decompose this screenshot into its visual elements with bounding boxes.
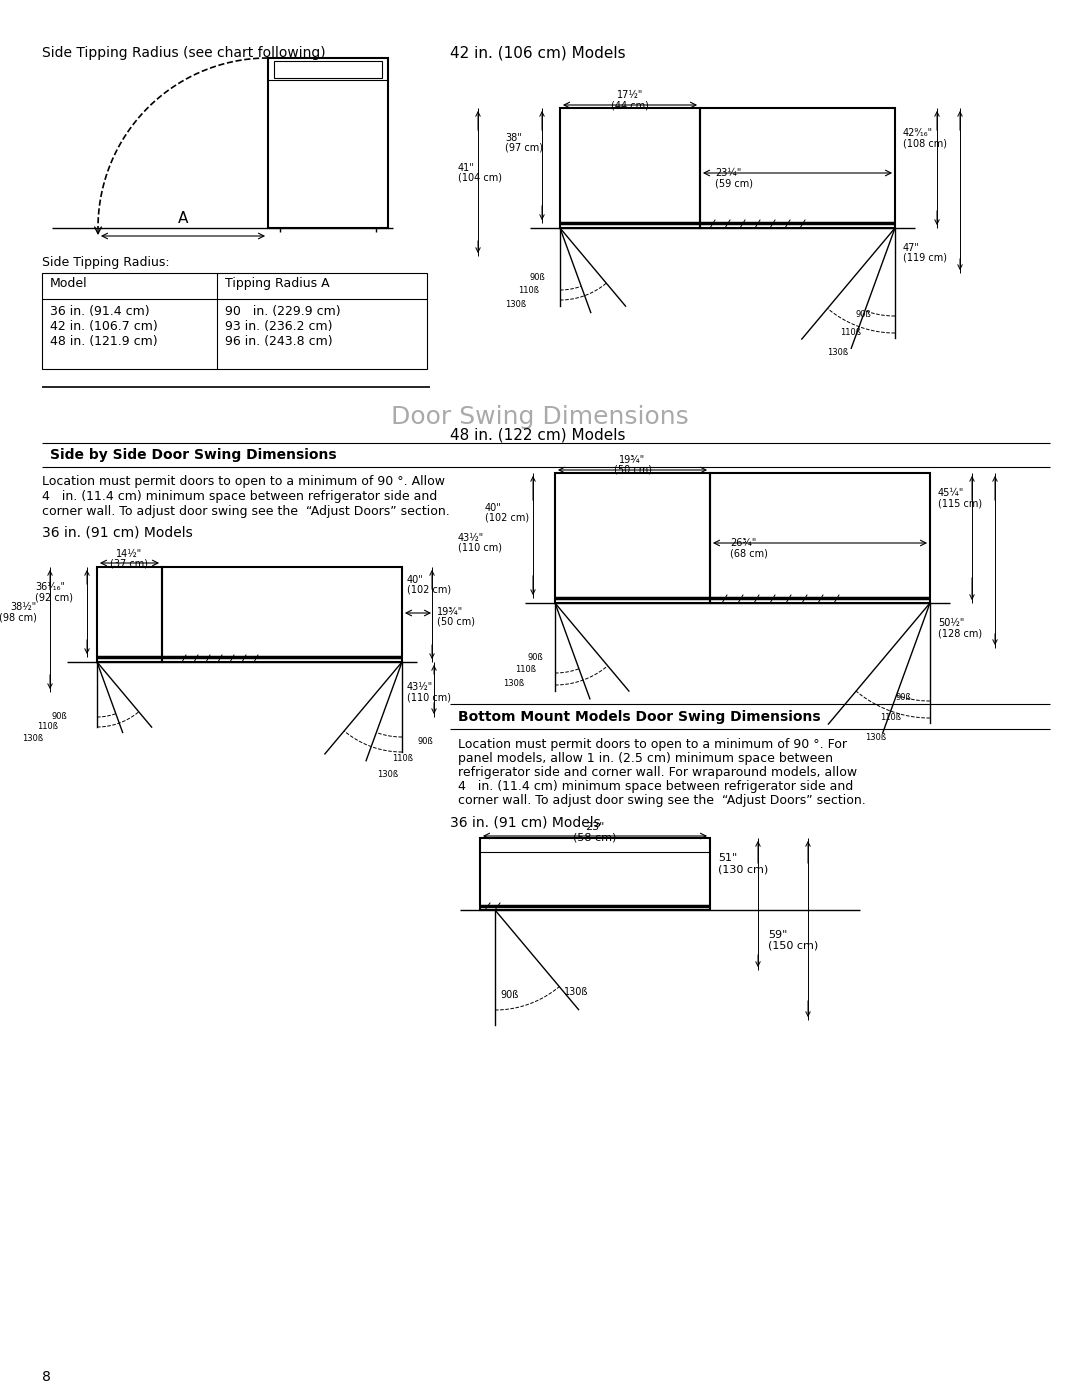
- Bar: [97, 567, 162, 662]
- Text: 19¾": 19¾": [437, 608, 463, 617]
- Text: 130ß: 130ß: [505, 300, 526, 309]
- Text: 51": 51": [718, 854, 738, 863]
- Text: 36¹⁄₁₆": 36¹⁄₁₆": [35, 583, 65, 592]
- Text: 40": 40": [485, 503, 502, 513]
- Text: 26¾": 26¾": [730, 538, 756, 548]
- Text: 43½": 43½": [458, 534, 484, 543]
- Bar: [268, 59, 388, 228]
- Text: Door Swing Dimensions: Door Swing Dimensions: [391, 405, 689, 429]
- Bar: [561, 108, 700, 228]
- Text: 90ß: 90ß: [52, 712, 68, 721]
- Text: corner wall. To adjust door swing see the  “Adjust Doors” section.: corner wall. To adjust door swing see th…: [458, 793, 866, 807]
- Text: (130 cm): (130 cm): [718, 863, 768, 875]
- Text: (110 cm): (110 cm): [458, 543, 502, 553]
- Text: 36 in. (91.4 cm)
42 in. (106.7 cm)
48 in. (121.9 cm): 36 in. (91.4 cm) 42 in. (106.7 cm) 48 in…: [50, 305, 158, 348]
- Text: 90ß: 90ß: [500, 990, 518, 1000]
- Text: 19¾": 19¾": [619, 455, 646, 465]
- Bar: [555, 474, 710, 604]
- Bar: [480, 838, 710, 909]
- Text: (128 cm): (128 cm): [939, 629, 982, 638]
- Text: 4   in. (11.4 cm) minimum space between refrigerator side and: 4 in. (11.4 cm) minimum space between re…: [42, 490, 437, 503]
- Text: Tipping Radius A: Tipping Radius A: [225, 277, 329, 291]
- Text: 38": 38": [505, 133, 522, 142]
- Text: (97 cm): (97 cm): [505, 142, 543, 154]
- Text: 42 in. (106 cm) Models: 42 in. (106 cm) Models: [450, 46, 625, 61]
- Text: 41": 41": [458, 163, 475, 173]
- Text: (115 cm): (115 cm): [939, 497, 982, 509]
- Bar: [710, 474, 930, 604]
- Text: 90ß: 90ß: [895, 693, 910, 703]
- Text: 90ß: 90ß: [855, 310, 870, 319]
- Text: 36 in. (91 cm) Models: 36 in. (91 cm) Models: [42, 525, 192, 539]
- Text: 50½": 50½": [939, 617, 964, 629]
- Text: (104 cm): (104 cm): [458, 173, 502, 183]
- Text: 90   in. (229.9 cm)
93 in. (236.2 cm)
96 in. (243.8 cm): 90 in. (229.9 cm) 93 in. (236.2 cm) 96 i…: [225, 305, 340, 348]
- Bar: [162, 567, 402, 662]
- Text: 130ß: 130ß: [827, 348, 848, 358]
- Text: (59 cm): (59 cm): [715, 177, 753, 189]
- Text: 38½": 38½": [11, 602, 37, 612]
- Text: (119 cm): (119 cm): [903, 253, 947, 263]
- Text: A: A: [178, 211, 188, 226]
- Text: 42⁹⁄₁₆": 42⁹⁄₁₆": [903, 129, 933, 138]
- Text: (102 cm): (102 cm): [485, 513, 529, 522]
- Text: 110ß: 110ß: [392, 754, 413, 763]
- Text: 90ß: 90ß: [417, 738, 433, 746]
- Text: 8: 8: [42, 1370, 51, 1384]
- Text: (50 cm): (50 cm): [613, 465, 651, 475]
- Text: 48 in. (122 cm) Models: 48 in. (122 cm) Models: [450, 427, 625, 443]
- Text: 45¼": 45¼": [939, 488, 964, 497]
- Text: 130ß: 130ß: [377, 770, 399, 780]
- Text: (110 cm): (110 cm): [407, 692, 451, 703]
- Text: 36 in. (91 cm) Models: 36 in. (91 cm) Models: [450, 816, 600, 830]
- Text: 17½": 17½": [617, 89, 644, 101]
- Text: Location must permit doors to open to a minimum of 90 °. For: Location must permit doors to open to a …: [458, 738, 847, 752]
- Text: 110ß: 110ß: [840, 328, 861, 337]
- Text: 110ß: 110ß: [518, 286, 539, 295]
- Text: 40": 40": [407, 576, 423, 585]
- Text: Side Tipping Radius:: Side Tipping Radius:: [42, 256, 170, 270]
- Bar: [700, 108, 895, 228]
- Text: 59": 59": [768, 930, 787, 940]
- Text: (98 cm): (98 cm): [0, 613, 37, 623]
- Text: (37 cm): (37 cm): [110, 559, 149, 569]
- Text: (68 cm): (68 cm): [730, 548, 768, 557]
- Text: 130ß: 130ß: [503, 679, 524, 687]
- Text: 23": 23": [585, 821, 605, 833]
- Text: 130ß: 130ß: [564, 986, 589, 996]
- Text: (44 cm): (44 cm): [611, 101, 649, 110]
- Text: 130ß: 130ß: [865, 733, 886, 742]
- Text: (58 cm): (58 cm): [573, 833, 617, 842]
- Text: refrigerator side and corner wall. For wraparound models, allow: refrigerator side and corner wall. For w…: [458, 766, 858, 780]
- Text: Side Tipping Radius (see chart following): Side Tipping Radius (see chart following…: [42, 46, 326, 60]
- Bar: [274, 61, 382, 78]
- Text: (50 cm): (50 cm): [437, 617, 475, 627]
- Text: Bottom Mount Models Door Swing Dimensions: Bottom Mount Models Door Swing Dimension…: [458, 710, 821, 724]
- Text: (150 cm): (150 cm): [768, 940, 819, 950]
- Text: Location must permit doors to open to a minimum of 90 °. Allow: Location must permit doors to open to a …: [42, 475, 445, 488]
- Text: 4   in. (11.4 cm) minimum space between refrigerator side and: 4 in. (11.4 cm) minimum space between re…: [458, 780, 853, 793]
- Text: 47": 47": [903, 243, 920, 253]
- Text: (108 cm): (108 cm): [903, 138, 947, 148]
- Text: corner wall. To adjust door swing see the  “Adjust Doors” section.: corner wall. To adjust door swing see th…: [42, 504, 449, 518]
- Text: 90ß: 90ß: [527, 652, 543, 662]
- Text: 23¼": 23¼": [715, 168, 741, 177]
- Bar: [42, 272, 427, 369]
- Text: 90ß: 90ß: [530, 272, 545, 282]
- Text: (92 cm): (92 cm): [35, 592, 73, 602]
- Text: panel models, allow 1 in. (2.5 cm) minimum space between: panel models, allow 1 in. (2.5 cm) minim…: [458, 752, 833, 766]
- Text: 110ß: 110ß: [37, 722, 58, 731]
- Text: 43½": 43½": [407, 682, 433, 692]
- Text: 110ß: 110ß: [515, 665, 536, 673]
- Text: Side by Side Door Swing Dimensions: Side by Side Door Swing Dimensions: [50, 448, 337, 462]
- Text: 14½": 14½": [117, 549, 143, 559]
- Text: 130ß: 130ß: [22, 733, 43, 743]
- Text: (102 cm): (102 cm): [407, 585, 451, 595]
- Text: 110ß: 110ß: [880, 712, 901, 722]
- Text: Model: Model: [50, 277, 87, 291]
